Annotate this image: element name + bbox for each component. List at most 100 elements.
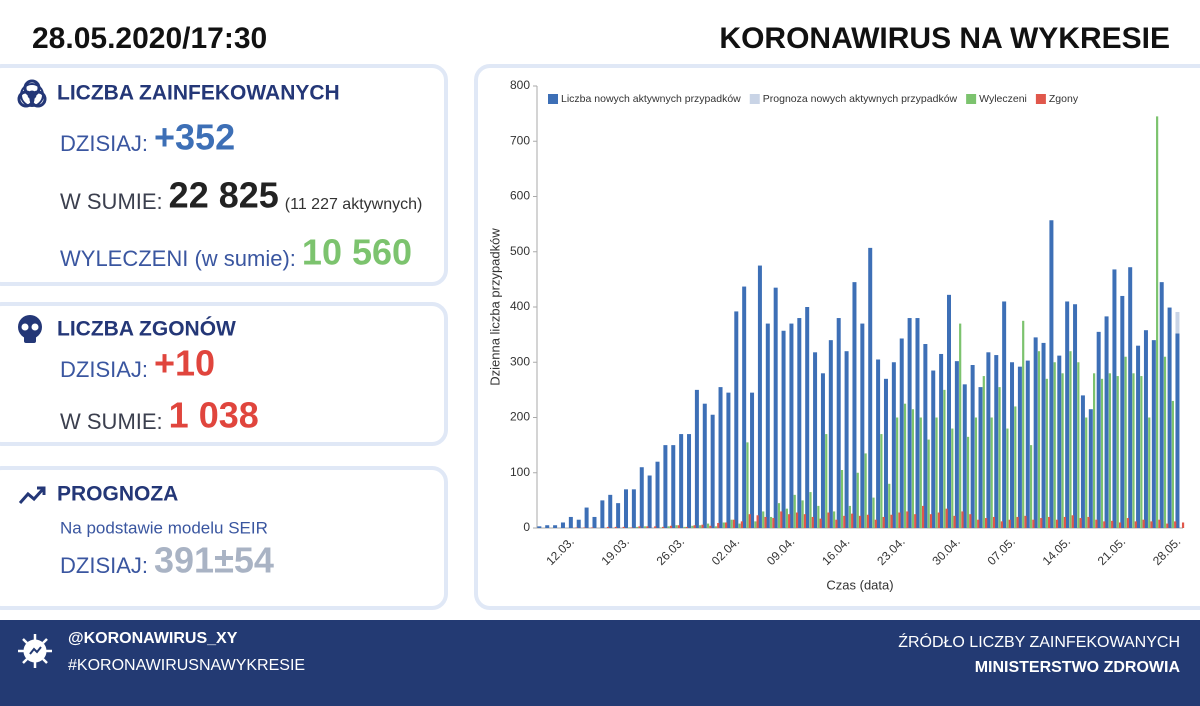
row-label: DZISIAJ:	[60, 553, 148, 578]
bar	[628, 527, 631, 528]
legend-label: Liczba nowych aktywnych przypadków	[561, 93, 741, 105]
bar	[756, 515, 759, 528]
bar	[699, 525, 702, 528]
bar	[921, 505, 925, 528]
bar	[1079, 518, 1082, 528]
bar	[1000, 521, 1003, 528]
panel-title: LICZBA ZGONÓW	[57, 317, 236, 341]
legend-label: Wyleczeni	[979, 93, 1027, 105]
bar	[803, 514, 807, 528]
bar	[906, 511, 909, 528]
bar	[608, 494, 613, 528]
row-value: 10 560	[302, 232, 412, 273]
bar	[1134, 521, 1137, 528]
bar	[740, 521, 743, 528]
bar	[710, 414, 715, 528]
bar	[725, 522, 728, 528]
bar	[891, 362, 896, 528]
bar	[985, 518, 988, 528]
card	[0, 64, 448, 286]
bar	[1116, 376, 1119, 528]
panel-title: LICZBA ZAINFEKOWANYCH	[57, 82, 340, 105]
bar	[781, 330, 786, 528]
bar	[982, 376, 985, 528]
panel-title: PROGNOZA	[57, 483, 178, 506]
bar	[732, 519, 736, 528]
bar	[986, 352, 991, 528]
bar	[1174, 521, 1177, 528]
bar	[923, 344, 928, 528]
bar	[872, 497, 875, 528]
bar	[1065, 301, 1070, 528]
bar	[764, 516, 767, 528]
row-label: DZISIAJ:	[60, 357, 148, 382]
bar	[882, 516, 885, 528]
bar	[1128, 267, 1133, 528]
bar	[876, 359, 881, 528]
bar	[643, 526, 647, 528]
bar	[868, 247, 873, 528]
bar	[631, 489, 636, 528]
bar	[1033, 337, 1038, 528]
bar	[1096, 331, 1101, 528]
bar	[835, 519, 838, 528]
bar	[946, 294, 951, 528]
bar	[777, 503, 781, 528]
row-value: +352	[154, 117, 235, 158]
row-label: W SUMIE:	[60, 189, 163, 214]
bar	[568, 516, 573, 528]
bar	[746, 442, 749, 528]
bar	[874, 519, 877, 528]
bar	[935, 417, 938, 528]
bar	[890, 514, 893, 528]
bar	[687, 434, 692, 528]
bar	[757, 265, 762, 528]
hashtag: #KORONAWIRUSNAWYKRESIE	[68, 657, 305, 674]
bar	[848, 505, 851, 528]
bar	[1073, 304, 1078, 528]
bar	[662, 526, 665, 528]
y-tick-label: 400	[510, 299, 530, 313]
y-tick-label: 200	[510, 410, 530, 424]
source-label: ŹRÓDŁO LICZBY ZAINFEKOWANYCH	[898, 632, 1180, 651]
row-label: W SUMIE:	[60, 409, 163, 434]
bar	[970, 365, 975, 528]
bar	[591, 527, 594, 528]
bar	[1063, 516, 1066, 528]
bar	[939, 353, 944, 528]
x-axis-label: Czas (data)	[826, 577, 893, 592]
bar	[927, 439, 930, 528]
bar	[742, 286, 747, 528]
bar	[844, 351, 849, 528]
bar	[977, 519, 980, 528]
legend-swatch	[966, 94, 977, 104]
bar	[819, 518, 822, 528]
legend-swatch	[548, 94, 558, 104]
y-tick-label: 700	[510, 133, 530, 147]
bar	[1017, 366, 1022, 528]
bar	[1166, 523, 1169, 528]
bar	[616, 503, 621, 528]
bar	[840, 469, 844, 528]
bar	[636, 526, 639, 528]
y-tick-label: 100	[510, 465, 530, 479]
bar	[1171, 400, 1174, 528]
bar	[714, 526, 718, 528]
bar	[693, 525, 696, 528]
y-tick-label: 800	[510, 78, 530, 92]
bar	[762, 511, 765, 528]
bar	[663, 445, 668, 528]
handle: @KORONAWIRUS_XY	[68, 630, 238, 647]
bar	[671, 445, 676, 528]
bar	[1069, 351, 1072, 528]
row-label: WYLECZENI (w sumie):	[60, 246, 296, 271]
bar	[772, 518, 775, 528]
bar	[717, 523, 720, 528]
bar	[750, 392, 755, 528]
bar	[675, 525, 678, 528]
bar	[709, 525, 712, 528]
bar	[1037, 351, 1041, 528]
bar	[1014, 406, 1017, 528]
bar	[809, 492, 812, 528]
bar	[655, 461, 660, 528]
